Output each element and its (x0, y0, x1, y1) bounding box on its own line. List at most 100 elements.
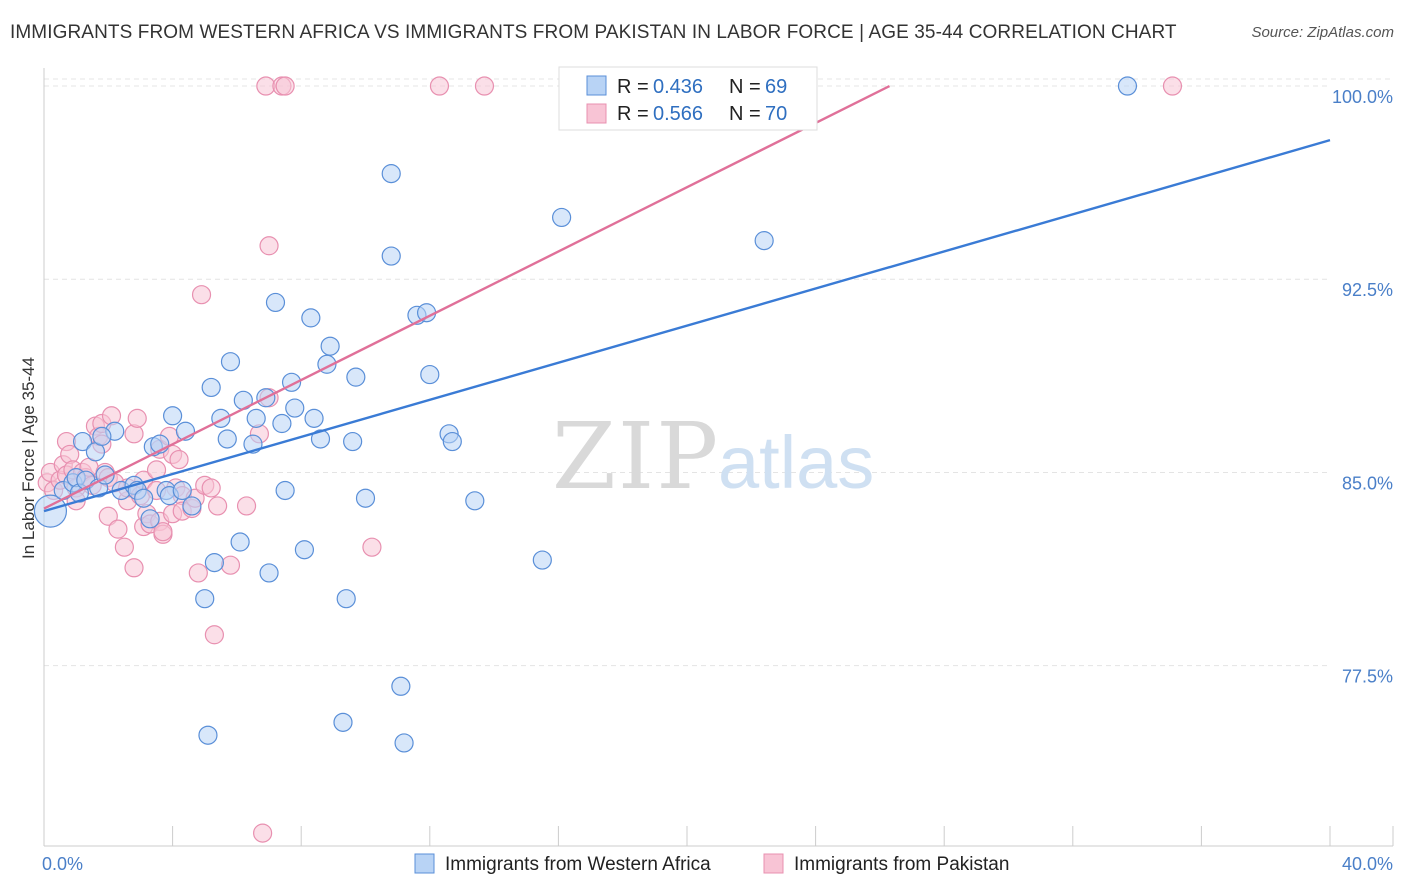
point-western-africa-52 (355, 488, 376, 508)
point-pakistan-65 (275, 76, 295, 96)
point-western-africa-55 (391, 676, 411, 696)
point-western-africa-42 (294, 540, 315, 560)
point-western-africa-48 (333, 712, 353, 732)
legend-label-pakistan: Immigrants from Pakistan (794, 854, 1009, 875)
point-pakistan-30 (127, 408, 147, 428)
point-western-africa-36 (259, 563, 279, 583)
point-western-africa-64 (552, 207, 572, 228)
stats-n-label-blue: N = (729, 76, 761, 98)
point-western-africa-53 (381, 164, 401, 184)
point-western-africa-58 (416, 303, 437, 323)
point-western-africa-49 (336, 589, 356, 609)
x-tick-label-1: 40.0% (1342, 854, 1393, 874)
point-western-africa-61 (442, 431, 462, 452)
point-western-africa-15 (140, 509, 160, 529)
point-western-africa-20 (163, 406, 183, 426)
point-western-africa-41 (285, 398, 305, 418)
point-pakistan-55 (204, 625, 224, 645)
point-western-africa-26 (201, 377, 221, 398)
point-western-africa-59 (420, 364, 440, 385)
point-western-africa-39 (275, 480, 295, 501)
point-western-africa-0 (33, 494, 68, 528)
point-pakistan-29 (124, 558, 144, 578)
point-western-africa-24 (195, 589, 215, 609)
point-western-africa-30 (220, 352, 241, 372)
y-tick-label-0: 77.5% (1342, 667, 1393, 687)
point-western-africa-51 (346, 367, 366, 387)
x-tick-labels: 0.0% 40.0% (42, 854, 1393, 874)
point-western-africa-68 (92, 426, 112, 446)
point-pakistan-61 (256, 76, 276, 96)
point-pakistan-54 (201, 478, 221, 498)
point-western-africa-44 (304, 408, 324, 428)
point-pakistan-20 (98, 506, 118, 526)
stats-legend-swatch-blue (586, 75, 607, 96)
stats-r-value-pink: 0.566 (653, 103, 703, 125)
point-western-africa-6 (72, 431, 93, 452)
point-pakistan-66 (362, 537, 382, 557)
point-pakistan-25 (114, 537, 134, 557)
stats-legend: R = 0.436 N = 69 R = 0.566 N = 70 (558, 66, 818, 131)
point-western-africa-23 (182, 496, 202, 516)
point-western-africa-43 (301, 308, 321, 328)
point-western-africa-67 (1117, 76, 1138, 96)
stats-legend-swatch-pink (586, 103, 607, 124)
point-western-africa-45 (310, 429, 331, 449)
stats-n-value-blue: 69 (765, 76, 787, 98)
point-western-africa-25 (198, 725, 218, 745)
legend-swatch-pakistan (763, 853, 784, 874)
grid-lines (44, 78, 1393, 667)
x-tick-label-0: 0.0% (42, 854, 83, 874)
point-western-africa-14 (134, 488, 154, 508)
y-axis-label: In Labor Force | Age 35-44 (19, 357, 38, 559)
point-pakistan-24 (108, 519, 128, 539)
trend-line-western-africa (43, 138, 1331, 513)
point-pakistan-56 (208, 496, 228, 516)
point-western-africa-56 (394, 733, 414, 753)
point-western-africa-21 (172, 480, 192, 501)
point-western-africa-27 (204, 553, 224, 573)
point-western-africa-37 (265, 292, 286, 313)
stats-r-value-blue: 0.436 (653, 76, 703, 98)
point-pakistan-51 (188, 563, 208, 583)
point-western-africa-34 (246, 408, 266, 428)
point-western-africa-62 (465, 491, 485, 511)
point-pakistan-60 (253, 823, 273, 843)
watermark-atlas: atlas (718, 421, 874, 504)
point-pakistan-62 (259, 236, 279, 256)
point-pakistan-28 (124, 424, 144, 444)
watermark-zip: ZIP (552, 403, 720, 510)
point-pakistan-69 (1162, 76, 1183, 96)
legend-swatch-western-africa (414, 853, 435, 874)
point-pakistan-22 (101, 406, 122, 426)
y-tick-label-3: 100.0% (1332, 87, 1393, 107)
bottom-legend: Immigrants from Western Africa Immigrant… (414, 853, 1009, 875)
point-western-africa-63 (532, 550, 552, 570)
point-western-africa-50 (343, 431, 363, 452)
zipatlas-watermark: ZIP atlas (552, 403, 874, 510)
point-pakistan-58 (236, 496, 257, 516)
point-pakistan-52 (191, 285, 212, 305)
point-western-africa-29 (217, 429, 237, 449)
stats-n-value-pink: 70 (765, 103, 787, 125)
y-tick-labels: 77.5% 85.0% 92.5% 100.0% (1332, 87, 1393, 687)
point-western-africa-31 (230, 532, 250, 552)
series-western-africa-points (33, 76, 1138, 753)
y-tick-label-2: 92.5% (1342, 280, 1393, 300)
stats-n-label-pink: N = (729, 103, 761, 125)
trend-line-pakistan (43, 84, 891, 510)
point-pakistan-41 (153, 522, 173, 542)
point-pakistan-46 (169, 449, 189, 470)
point-western-africa-54 (381, 246, 401, 266)
y-tick-label-1: 85.0% (1342, 473, 1393, 493)
trend-lines (43, 84, 1331, 513)
stats-r-label-pink: R = (617, 103, 649, 125)
stats-r-label-blue: R = (617, 76, 649, 98)
point-pakistan-57 (220, 555, 241, 575)
chart-title: IMMIGRANTS FROM WESTERN AFRICA VS IMMIGR… (10, 22, 1177, 43)
source-label: Source: ZipAtlas.com (1251, 24, 1394, 41)
legend-label-western-africa: Immigrants from Western Africa (445, 854, 711, 875)
point-pakistan-67 (429, 76, 450, 96)
axes (43, 68, 1394, 847)
